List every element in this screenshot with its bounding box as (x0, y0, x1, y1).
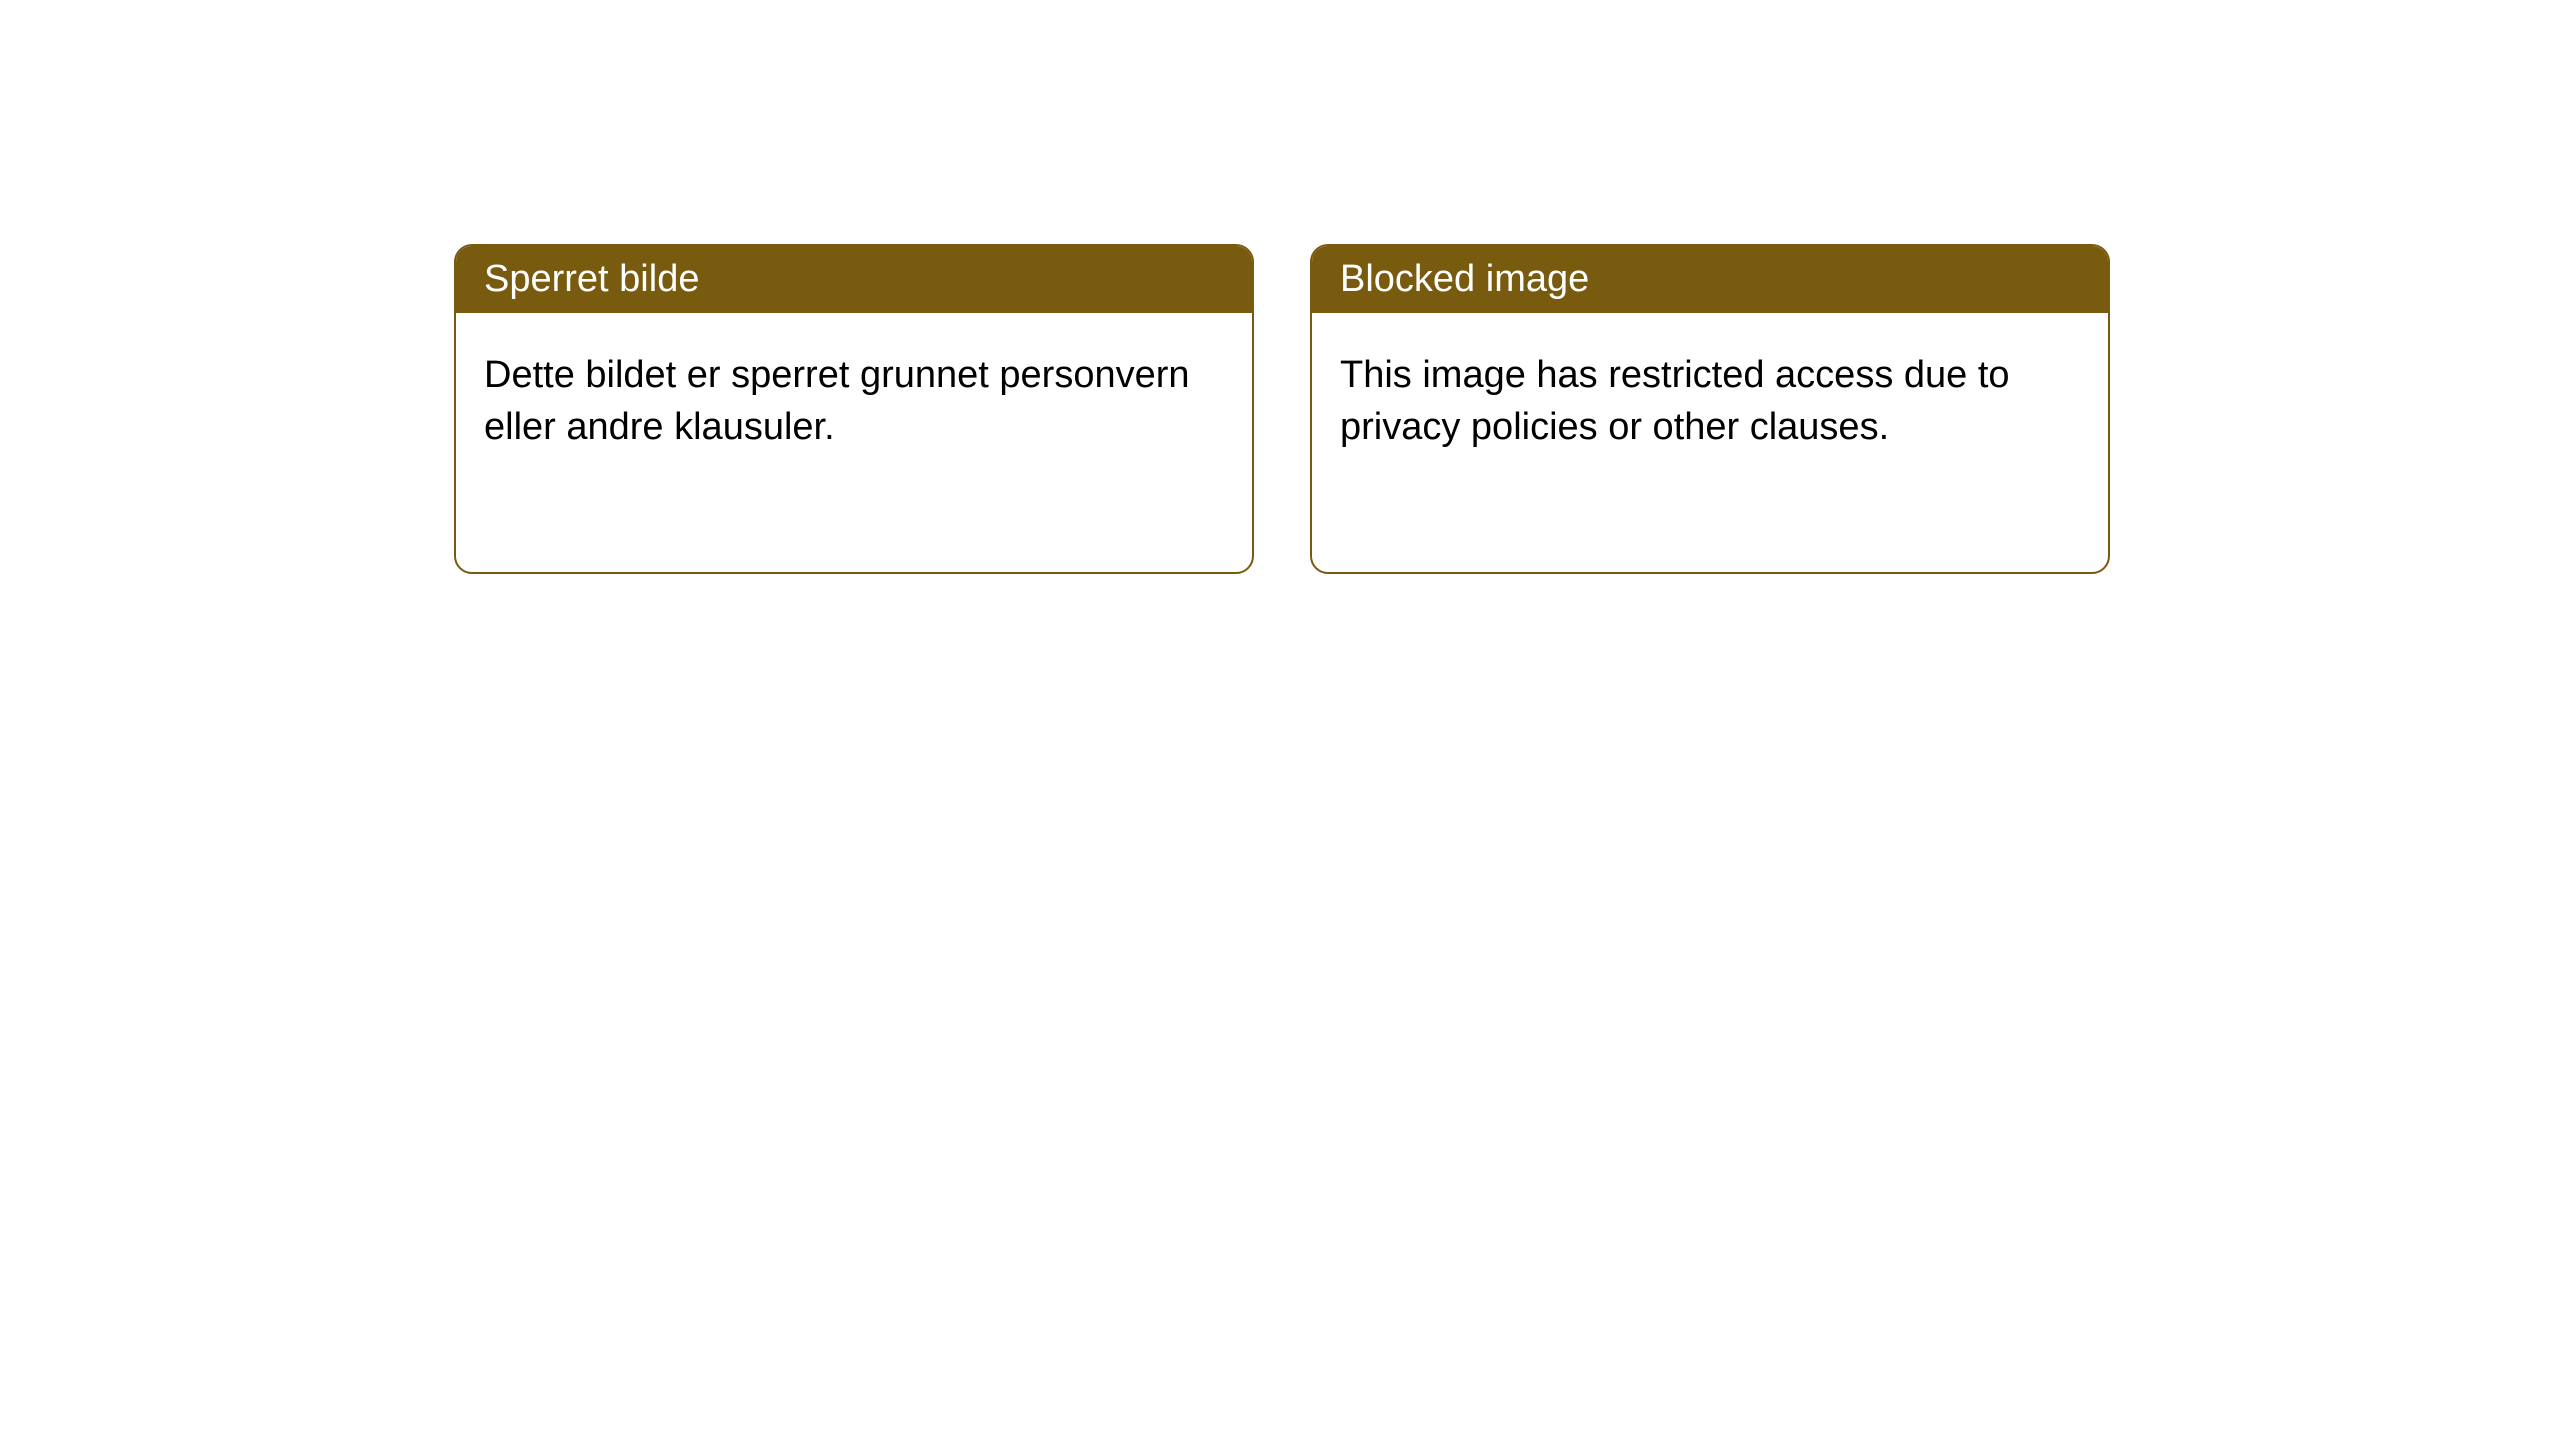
card-sperret-bilde: Sperret bilde Dette bildet er sperret gr… (454, 244, 1254, 574)
card-header: Sperret bilde (456, 246, 1252, 313)
card-blocked-image: Blocked image This image has restricted … (1310, 244, 2110, 574)
card-body-text: Dette bildet er sperret grunnet personve… (484, 349, 1224, 454)
card-body-text: This image has restricted access due to … (1340, 349, 2080, 454)
card-header: Blocked image (1312, 246, 2108, 313)
card-body: This image has restricted access due to … (1312, 313, 2108, 572)
card-body: Dette bildet er sperret grunnet personve… (456, 313, 1252, 572)
card-title: Blocked image (1340, 258, 1589, 300)
card-title: Sperret bilde (484, 258, 699, 300)
cards-container: Sperret bilde Dette bildet er sperret gr… (454, 244, 2110, 574)
